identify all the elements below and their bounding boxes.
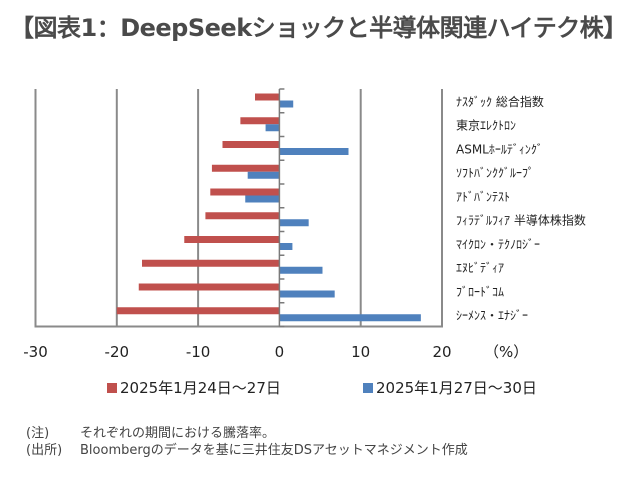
category-label: ﾌﾞﾛｰﾄﾞｺﾑ: [456, 285, 504, 299]
bar-series2: [279, 100, 294, 108]
bar-series2: [245, 195, 280, 203]
category-label: ﾅｽﾀﾞｯｸ 総合指数: [456, 94, 544, 109]
legend-swatch-blue: [363, 383, 373, 393]
note-text: それぞれの期間における騰落率。: [80, 426, 276, 441]
bar-series2: [279, 219, 309, 227]
category-label: 東京ｴﾚｸﾄﾛﾝ: [456, 119, 516, 133]
bar-series1: [205, 212, 280, 220]
bar-series2: [247, 171, 280, 179]
note-row: (注) それぞれの期間における騰落率。: [26, 425, 468, 442]
unit-label: （%）: [484, 343, 528, 361]
footnotes: (注) それぞれの期間における騰落率。 (出所) Bloombergのデータを基に三…: [26, 425, 468, 459]
bar-series2: [279, 243, 293, 250]
bar-series1: [255, 93, 280, 101]
legend-item-series-2: 2025年1月27日～30日: [363, 377, 537, 398]
x-tick-label: -10: [186, 343, 211, 361]
bars: [116, 93, 421, 322]
x-tick-label: 10: [351, 343, 370, 361]
category-label: ｴﾇﾋﾞﾃﾞｨｱ: [456, 261, 504, 275]
source-text: Bloombergのデータを基に三井住友DSアセットマネジメント作成: [80, 443, 468, 458]
legend-item-series-1: 2025年1月24日～27日: [107, 377, 281, 398]
note-key: (注): [26, 426, 50, 441]
category-label: ﾌｨﾗﾃﾞﾙﾌｨｱ 半導体株指数: [456, 213, 586, 228]
x-tick-label: -20: [105, 343, 130, 361]
category-label: ASMLﾎｰﾙﾃﾞｨﾝｸﾞ: [456, 142, 543, 156]
source-row: (出所) Bloombergのデータを基に三井住友DSアセットマネジメント作成: [26, 442, 468, 459]
legend-swatch-red: [107, 383, 117, 393]
category-label: ﾏｲｸﾛﾝ・ﾃｸﾉﾛｼﾞｰ: [456, 237, 540, 251]
chart-title: 【図表1：DeepSeekショックと半導体関連ハイテク株】: [10, 14, 627, 42]
legend-label: 2025年1月27日～30日: [376, 379, 537, 397]
bar-series2: [279, 148, 349, 155]
bar-series1: [240, 117, 280, 125]
legend-label: 2025年1月24日～27日: [120, 379, 281, 397]
x-tick-labels: -30 -20 -10 0 10 20 （%）: [23, 343, 528, 361]
category-label: ｼｰﾒﾝｽ・ｴﾅｼﾞｰ: [456, 309, 528, 323]
category-label: ｱﾄﾞﾊﾞﾝﾃｽﾄ: [456, 190, 510, 204]
bar-series1: [116, 307, 280, 315]
bar-series1: [142, 259, 280, 267]
bar-series2: [279, 266, 323, 274]
category-label: ｿﾌﾄﾊﾞﾝｸｸﾞﾙｰﾌﾟ: [456, 166, 534, 180]
x-tick-label: 0: [275, 343, 285, 361]
bar-series1: [211, 164, 280, 172]
gridlines: [34, 89, 443, 328]
bar-series1: [222, 141, 280, 148]
x-tick-label: -30: [23, 343, 48, 361]
bar-series1: [138, 283, 280, 291]
bar-series2: [265, 124, 280, 132]
bar-series2: [279, 314, 421, 322]
bar-series1: [210, 188, 280, 196]
x-tick-label: 20: [432, 343, 451, 361]
bar-series2: [279, 290, 335, 298]
bar-series1: [184, 236, 280, 243]
source-key: (出所): [26, 443, 63, 458]
axis: [278, 88, 285, 328]
